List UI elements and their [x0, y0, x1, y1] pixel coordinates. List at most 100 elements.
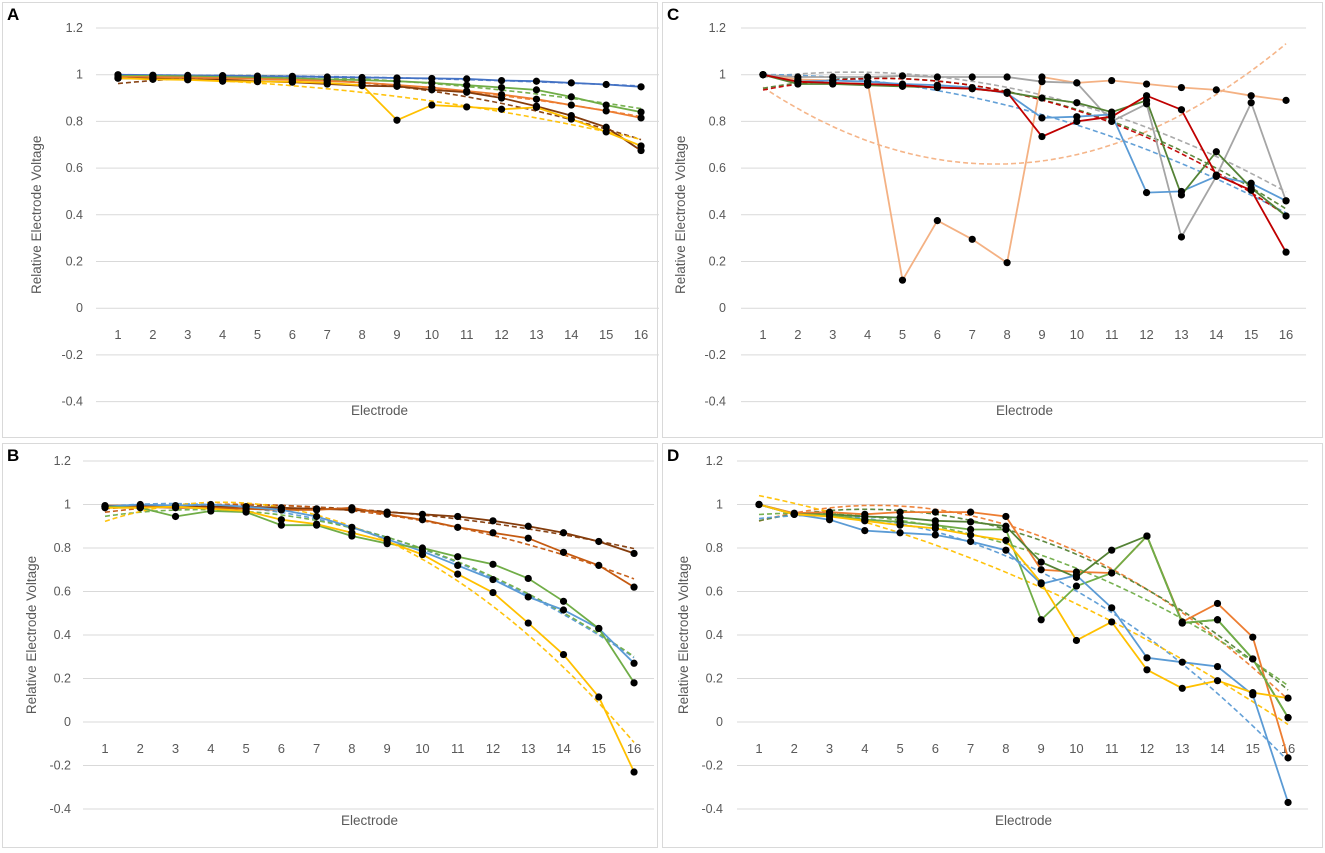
data-point-darkred	[1247, 186, 1255, 194]
data-point-yellow	[637, 142, 645, 150]
data-point-darkred	[829, 79, 837, 87]
data-point-blue	[931, 531, 939, 539]
data-point-blue	[1072, 571, 1081, 579]
series-line-green	[758, 503, 1289, 719]
data-point-yellow	[454, 570, 462, 578]
x-tick-label: 13	[1174, 327, 1188, 342]
y-tick-label: 1.2	[706, 454, 723, 468]
data-point-yellow	[1178, 684, 1186, 692]
data-point-darkred	[933, 83, 941, 92]
x-tick-label: 4	[207, 741, 214, 756]
trendline-orange	[758, 504, 1289, 701]
x-tick-label: 11	[1105, 327, 1119, 342]
data-point-yellow	[790, 510, 798, 518]
y-tick-label: -0.2	[701, 759, 723, 773]
data-point-yellow	[630, 768, 638, 776]
data-point-yellow	[348, 529, 356, 537]
data-point-green	[497, 83, 506, 92]
data-point-yellow	[1108, 618, 1116, 626]
y-tick-label: 0.6	[706, 585, 723, 599]
trendline-blue	[758, 514, 1289, 762]
data-point-blue	[463, 75, 471, 83]
data-point-gray	[1073, 79, 1081, 87]
data-point-green	[637, 108, 645, 116]
y-tick-label: 1.2	[66, 21, 83, 35]
data-point-orange	[559, 548, 568, 556]
x-tick-label: 4	[864, 327, 871, 342]
x-axis-title: Electrode	[351, 403, 408, 418]
x-tick-label: 14	[1210, 741, 1224, 756]
data-point-darkred	[1142, 92, 1151, 100]
x-tick-label: 10	[425, 327, 439, 342]
data-point-yellow	[755, 500, 763, 509]
series-line-blue	[104, 503, 635, 664]
data-point-blue	[861, 527, 869, 535]
data-point-green	[1108, 569, 1116, 577]
x-tick-label: 2	[791, 741, 798, 756]
data-point-peach-outlier	[933, 217, 941, 225]
data-point-orange	[602, 107, 610, 115]
x-tick-label: 8	[1003, 327, 1010, 342]
data-point-darkred	[559, 529, 568, 537]
data-point-blue	[1143, 654, 1151, 662]
data-point-orange	[567, 101, 575, 109]
data-point-gray	[898, 72, 907, 80]
x-tick-label: 5	[242, 741, 249, 756]
trendline-peach-outlier	[762, 43, 1287, 165]
data-point-blue	[1213, 662, 1222, 671]
x-tick-label: 12	[494, 327, 508, 342]
chart-c: -0.4-0.200.20.40.60.811.21 2 3 4 5 6 7 8 9 10 11 12…	[673, 21, 1307, 418]
y-tick-label: -0.4	[61, 395, 83, 409]
data-point-green	[595, 624, 603, 633]
data-point-green	[1072, 582, 1081, 590]
x-tick-label: 10	[1070, 327, 1084, 342]
data-point-peach-outlier	[898, 276, 907, 284]
data-point-green	[1282, 212, 1290, 220]
x-tick-label: 16	[634, 327, 648, 342]
data-point-blue	[559, 606, 568, 614]
x-tick-label: 2	[794, 327, 801, 342]
panel-c: C -0.4 -0.2 0 0.2 0.4 0.6 0.8 1 1.2 1 2 3 4 5 6 7 8 9 10 11…	[662, 2, 1323, 438]
data-point-peach-outlier	[968, 235, 976, 243]
chart-b: -0.4-0.200.20.40.60.811.21 2 3 4 5 6 7 8 9 10 11 12…	[24, 454, 655, 828]
y-tick-label: -0.4	[49, 802, 71, 816]
data-point-orange	[1002, 512, 1010, 521]
y-tick-label: 1.2	[54, 454, 71, 468]
data-point-yellow	[595, 693, 603, 701]
data-point-yellow	[497, 105, 506, 113]
y-tick-label: 0.8	[66, 114, 83, 128]
x-tick-label: 2	[137, 741, 144, 756]
data-point-orange	[1213, 599, 1222, 608]
data-point-yellow	[393, 116, 401, 124]
y-tick-label: 0.6	[54, 585, 71, 599]
data-point-green	[1002, 525, 1010, 534]
data-point-orange	[1037, 566, 1045, 574]
data-point-peach-outlier	[1108, 76, 1116, 85]
data-point-yellow	[1249, 689, 1257, 697]
trendline-green	[758, 512, 1289, 687]
data-point-yellow	[101, 504, 109, 512]
x-tick-label: 3	[172, 741, 179, 756]
data-point-yellow	[219, 77, 227, 85]
data-point-peach-outlier	[1212, 86, 1220, 94]
data-point-green	[967, 525, 975, 534]
data-point-yellow	[489, 588, 497, 597]
data-point-darkred	[393, 82, 401, 90]
series-line-yellow	[758, 503, 1289, 699]
data-point-green	[1212, 148, 1220, 156]
data-point-gray	[1247, 99, 1255, 107]
data-point-darkred	[489, 517, 497, 525]
series-line-orange	[105, 505, 635, 588]
data-point-blue	[602, 80, 610, 89]
series-line-yellow	[117, 77, 642, 147]
data-point-peach-outlier	[1142, 80, 1151, 88]
x-tick-label: 3	[826, 741, 833, 756]
x-tick-label: 8	[1002, 741, 1009, 756]
y-tick-label: -0.2	[704, 348, 726, 362]
series-line-blue	[117, 73, 642, 88]
panel-label-a: A	[7, 5, 20, 24]
data-point-darkred	[463, 88, 471, 96]
data-point-blue	[630, 659, 638, 667]
x-tick-label: 7	[313, 741, 320, 756]
y-tick-label: -0.2	[61, 348, 83, 362]
